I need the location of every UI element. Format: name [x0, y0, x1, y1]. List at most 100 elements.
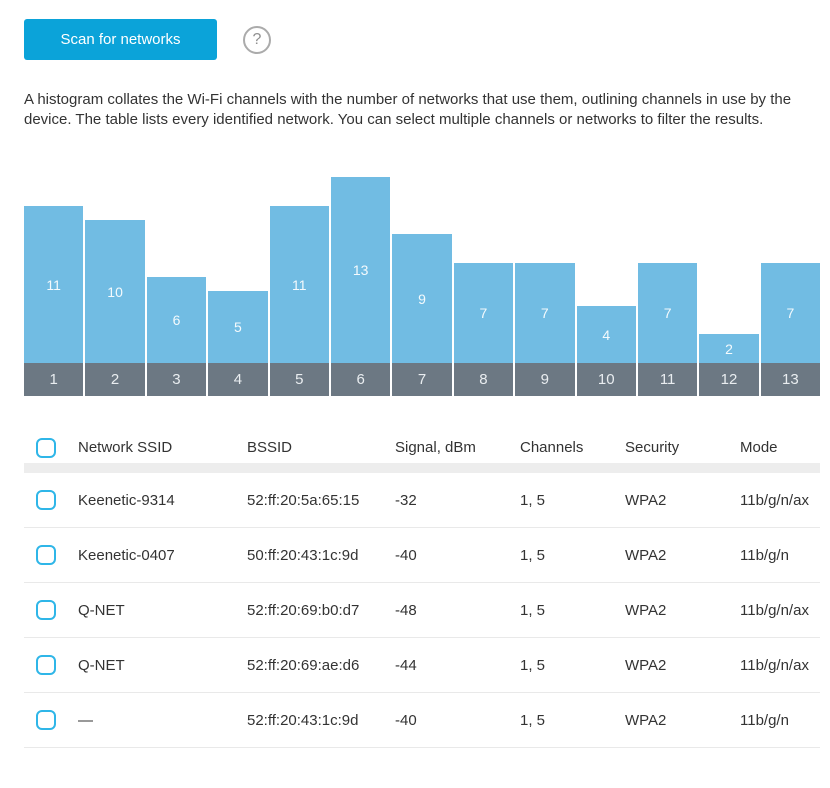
- bar-count-label: 11: [291, 276, 307, 293]
- cell-security: WPA2: [625, 601, 667, 619]
- histogram-bar[interactable]: 7: [515, 263, 575, 363]
- histogram-bar[interactable]: 5: [208, 291, 268, 363]
- bar-count-label: 13: [352, 262, 369, 278]
- cell-ssid: Keenetic-9314: [78, 491, 175, 509]
- cell-ssid: —: [78, 711, 93, 729]
- histogram-bar[interactable]: 7: [637, 263, 698, 363]
- row-checkbox-cell: [24, 490, 78, 510]
- bar-count-label: 4: [602, 326, 611, 343]
- histogram-bar[interactable]: 7: [453, 263, 514, 363]
- channel-label[interactable]: 13: [760, 363, 821, 396]
- histogram-bar[interactable]: 11: [24, 206, 84, 363]
- bar-count-label: 7: [786, 305, 795, 321]
- cell-security: WPA2: [625, 546, 667, 564]
- channel-label[interactable]: 7: [392, 363, 452, 396]
- scan-networks-button[interactable]: Scan for networks: [24, 19, 217, 60]
- bar-count-label: 10: [107, 283, 123, 300]
- table-row[interactable]: Q-NET 52:ff:20:69:ae:d6 -44 1, 5 WPA2 11b/g/n…: [24, 638, 820, 693]
- cell-ssid: Q-NET: [78, 656, 125, 674]
- column-header-channels: Channels: [520, 439, 584, 456]
- histogram-bar[interactable]: 2: [699, 334, 759, 363]
- bar-count-label: 5: [233, 319, 242, 335]
- channel-label[interactable]: 8: [453, 363, 514, 396]
- channel-label[interactable]: 2: [85, 363, 145, 396]
- histogram-bar[interactable]: 10: [85, 220, 145, 363]
- cell-security: WPA2: [625, 711, 667, 729]
- bar-count-label: 7: [663, 305, 672, 321]
- channel-label[interactable]: 9: [515, 363, 575, 396]
- bar-count-label: 2: [725, 340, 733, 357]
- column-header-signal: Signal, dBm: [395, 439, 476, 456]
- histogram-bar[interactable]: 4: [576, 306, 636, 363]
- channel-label[interactable]: 6: [330, 363, 391, 396]
- cell-bssid: 52:ff:20:69:b0:d7: [247, 601, 360, 619]
- network-table-body: Keenetic-9314 52:ff:20:5a:65:15 -32 1, 5 WPA…: [24, 473, 820, 748]
- cell-mode: 11b/g/n: [740, 711, 789, 729]
- column-header-security: Security: [625, 439, 680, 456]
- cell-mode: 11b/g/n/ax: [740, 491, 809, 509]
- cell-mode: 11b/g/n/ax: [740, 656, 809, 674]
- select-all-cell: [24, 437, 78, 458]
- row-checkbox[interactable]: [36, 490, 56, 510]
- cell-ssid: Keenetic-0407: [78, 546, 175, 564]
- channel-band: 1 2 3 4 5 6 7 8 9 10 11 12 13: [24, 363, 821, 396]
- row-checkbox[interactable]: [36, 710, 56, 730]
- cell-bssid: 52:ff:20:5a:65:15: [247, 491, 360, 509]
- channel-label[interactable]: 4: [208, 363, 268, 396]
- histogram-bar[interactable]: 7: [760, 263, 821, 363]
- bar-count-label: 7: [479, 305, 488, 321]
- row-checkbox-cell: [24, 655, 78, 675]
- cell-mode: 11b/g/n/ax: [740, 601, 809, 619]
- bar-count-label: 11: [46, 276, 61, 293]
- column-header-bssid: BSSID: [247, 439, 293, 456]
- histogram-bar[interactable]: 9: [392, 234, 452, 363]
- histogram-bar[interactable]: 6: [146, 277, 207, 363]
- help-icon[interactable]: ?: [243, 25, 271, 54]
- cell-mode: 11b/g/n: [740, 546, 789, 564]
- toolbar: Scan for networks ?: [24, 19, 820, 60]
- channel-label[interactable]: 11: [637, 363, 698, 396]
- table-row[interactable]: Keenetic-9314 52:ff:20:5a:65:15 -32 1, 5 WPA…: [24, 473, 820, 528]
- cell-security: WPA2: [625, 491, 667, 509]
- cell-bssid: 52:ff:20:43:1c:9d: [247, 711, 359, 729]
- row-checkbox-cell: [24, 545, 78, 565]
- cell-channels: 1, 5: [520, 601, 546, 619]
- wifi-scan-page: Scan for networks ? A histogram collates…: [24, 19, 821, 748]
- cell-ssid: Q-NET: [78, 601, 125, 619]
- cell-signal: -44: [395, 656, 417, 674]
- cell-signal: -32: [395, 491, 417, 509]
- column-header-mode: Mode: [740, 439, 778, 456]
- cell-bssid: 50:ff:20:43:1c:9d: [247, 546, 359, 564]
- cell-signal: -40: [395, 711, 417, 729]
- histogram-bar[interactable]: 13: [330, 177, 391, 363]
- row-checkbox-cell: [24, 710, 78, 730]
- cell-channels: 1, 5: [520, 491, 546, 509]
- table-row[interactable]: Q-NET 52:ff:20:69:b0:d7 -48 1, 5 WPA2 11b/g/n…: [24, 583, 820, 638]
- network-table: Network SSID BSSID Signal, dBm Channels Secu…: [24, 432, 820, 748]
- row-checkbox[interactable]: [36, 600, 56, 620]
- column-header-ssid: Network SSID: [78, 439, 173, 456]
- channel-label[interactable]: 5: [269, 363, 329, 396]
- cell-security: WPA2: [625, 656, 667, 674]
- select-all-checkbox[interactable]: [36, 437, 56, 458]
- description-text: A histogram collates the Wi-Fi channels …: [24, 91, 792, 128]
- row-checkbox[interactable]: [36, 545, 56, 565]
- channel-histogram: 11 10 6 5 11 13 9 7 7 4 7 2 7 1 2 3 4 5 6 7 8 9 10 11 12 13: [24, 177, 821, 396]
- row-checkbox-cell: [24, 600, 78, 620]
- cell-channels: 1, 5: [520, 656, 546, 674]
- row-checkbox[interactable]: [36, 655, 56, 675]
- bar-count-label: 6: [172, 312, 181, 328]
- histogram-bar[interactable]: 11: [269, 206, 329, 363]
- bar-count-label: 7: [540, 305, 549, 321]
- cell-bssid: 52:ff:20:69:ae:d6: [247, 656, 360, 674]
- table-row[interactable]: — 52:ff:20:43:1c:9d -40 1, 5 WPA2 11b/g/n: [24, 693, 820, 748]
- channel-label[interactable]: 10: [576, 363, 636, 396]
- cell-signal: -48: [395, 601, 417, 619]
- channel-label[interactable]: 12: [699, 363, 759, 396]
- bar-count-label: 9: [418, 290, 426, 307]
- table-row[interactable]: Keenetic-0407 50:ff:20:43:1c:9d -40 1, 5 WPA…: [24, 528, 820, 583]
- channel-label[interactable]: 1: [24, 363, 84, 396]
- cell-channels: 1, 5: [520, 711, 546, 729]
- table-header-row: Network SSID BSSID Signal, dBm Channels Secu…: [24, 432, 820, 473]
- channel-label[interactable]: 3: [146, 363, 207, 396]
